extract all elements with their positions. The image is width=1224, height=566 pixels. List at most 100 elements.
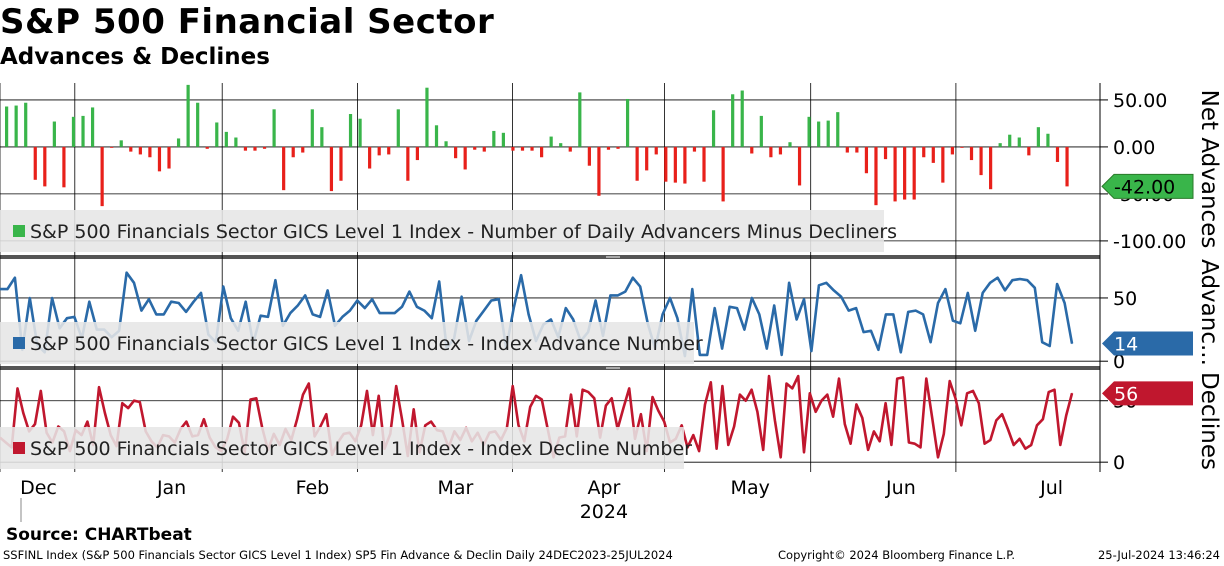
bar <box>711 110 716 147</box>
data-point <box>139 401 141 403</box>
data-point <box>919 446 922 449</box>
data-point <box>395 385 397 387</box>
data-point <box>423 310 425 312</box>
data-point <box>810 350 813 352</box>
data-point <box>762 449 764 451</box>
data-point <box>624 291 626 293</box>
data-point <box>40 390 42 392</box>
bar <box>291 146 295 158</box>
bar <box>702 146 706 182</box>
data-point <box>155 313 157 315</box>
bar <box>578 92 582 147</box>
data-point <box>931 417 933 419</box>
data-point <box>890 444 892 446</box>
data-point <box>743 328 746 331</box>
bar <box>530 146 534 151</box>
data-point <box>984 443 986 445</box>
data-point <box>692 434 694 436</box>
data-point <box>892 313 894 315</box>
data-point <box>326 289 329 291</box>
bar <box>62 146 66 188</box>
bar <box>664 146 668 182</box>
data-point <box>393 312 396 314</box>
data-point <box>424 424 426 426</box>
footer-timestamp: 25-Jul-2024 13:46:24 <box>1097 548 1220 562</box>
legend-box <box>0 322 694 364</box>
data-point <box>818 284 820 286</box>
data-point <box>639 285 641 288</box>
data-point <box>308 382 310 385</box>
data-point <box>222 285 224 288</box>
legend-swatch <box>13 337 25 349</box>
bar <box>205 146 209 149</box>
bar <box>348 114 353 147</box>
data-point <box>490 299 492 302</box>
data-point <box>386 312 388 314</box>
data-point <box>840 296 842 298</box>
data-point <box>996 277 999 279</box>
bar <box>81 115 85 147</box>
data-point <box>721 385 724 387</box>
data-point <box>1065 414 1067 417</box>
data-point <box>825 282 827 284</box>
bar <box>358 118 362 147</box>
bar <box>339 146 343 181</box>
data-point <box>304 294 306 297</box>
bar <box>922 146 926 158</box>
bar <box>262 146 267 149</box>
bar <box>425 87 429 147</box>
bar <box>186 84 190 147</box>
data-point <box>356 299 358 302</box>
bar <box>540 146 544 158</box>
data-point <box>408 291 411 293</box>
bar <box>301 146 305 153</box>
footer-copyright: Copyright© 2024 Bloomberg Finance L.P. <box>778 548 1015 562</box>
source-label: Source: CHARTbeat <box>6 525 192 545</box>
data-point <box>1049 345 1051 347</box>
bar <box>587 146 591 166</box>
data-point <box>1053 389 1056 391</box>
data-point <box>896 378 898 380</box>
data-point <box>844 423 846 425</box>
data-point <box>140 310 143 312</box>
data-point <box>594 299 597 302</box>
y-tick-label: 0.00 <box>1113 137 1155 159</box>
panel-resize-handle[interactable] <box>606 367 620 369</box>
data-point <box>572 318 574 321</box>
data-point <box>1071 342 1073 345</box>
last-value-label: -42.00 <box>1114 176 1175 198</box>
data-point <box>296 418 298 420</box>
bar <box>797 146 802 186</box>
data-point <box>908 441 910 444</box>
bar <box>1008 134 1012 147</box>
bar <box>645 146 649 171</box>
bar <box>310 109 314 147</box>
data-point <box>1004 289 1006 291</box>
data-point <box>401 306 403 308</box>
data-point <box>989 282 991 284</box>
data-point <box>1071 392 1073 394</box>
bar <box>864 146 869 174</box>
data-point <box>915 310 917 312</box>
data-point <box>989 439 992 441</box>
data-point <box>1026 279 1028 281</box>
data-point <box>133 400 135 402</box>
data-point <box>785 382 788 385</box>
bar <box>1027 146 1031 156</box>
bar <box>960 146 964 148</box>
bar <box>941 146 945 183</box>
data-point <box>520 274 522 276</box>
data-point <box>622 407 624 409</box>
data-point <box>582 389 584 391</box>
bar <box>52 121 56 147</box>
panel-resize-handle[interactable] <box>606 256 620 258</box>
data-point <box>884 402 887 404</box>
bar <box>5 106 9 147</box>
data-point <box>430 421 432 423</box>
bar <box>1017 137 1021 147</box>
data-point <box>609 294 612 297</box>
data-point <box>959 322 961 324</box>
data-point <box>1011 279 1014 281</box>
data-point <box>98 386 100 388</box>
